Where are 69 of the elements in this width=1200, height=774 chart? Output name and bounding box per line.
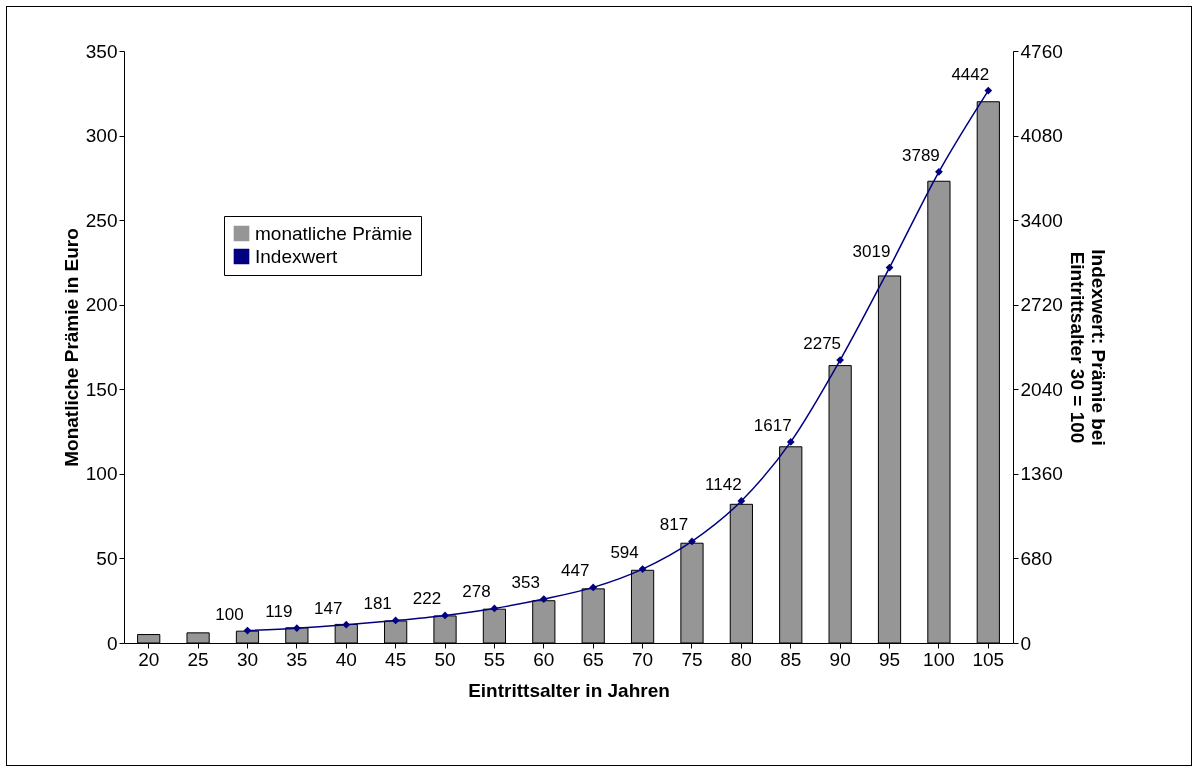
x-tick-label: 70 xyxy=(632,648,654,670)
y-tick-label: 250 xyxy=(85,209,118,231)
y2-tick-label: 4760 xyxy=(1020,40,1063,62)
point xyxy=(391,616,400,625)
x-tick-label: 55 xyxy=(483,648,505,670)
legend-label: Indexwert xyxy=(255,245,339,267)
data-label: 353 xyxy=(511,573,540,593)
point xyxy=(342,620,351,629)
data-label: 1617 xyxy=(753,415,792,435)
x-tick-label: 20 xyxy=(138,648,160,670)
x-tick-label: 75 xyxy=(681,648,703,670)
x-tick-label: 45 xyxy=(385,648,407,670)
x-tick-label: 30 xyxy=(236,648,259,670)
point xyxy=(441,611,449,620)
x-tick-label: 90 xyxy=(829,648,851,670)
x-tick-label: 100 xyxy=(923,648,955,670)
data-label: 4442 xyxy=(951,64,990,84)
x-tick-label: 40 xyxy=(335,648,357,670)
data-label: 278 xyxy=(462,582,491,602)
y2-tick-label: 0 xyxy=(1020,632,1032,654)
point xyxy=(688,537,696,546)
y-tick-label: 350 xyxy=(85,40,118,62)
y-tick-label: 0 xyxy=(106,632,118,654)
y2-axis-title: Indexwert: Prämie bei Eintrittsalter 30 = 100 xyxy=(1066,249,1109,446)
y-tick-label: 300 xyxy=(85,125,118,147)
data-label: 119 xyxy=(265,602,293,622)
data-label: 222 xyxy=(412,589,442,609)
point xyxy=(836,356,845,364)
point xyxy=(589,583,598,592)
point xyxy=(984,86,993,95)
point xyxy=(490,604,499,613)
data-label: 2275 xyxy=(803,334,842,354)
y-tick-label: 100 xyxy=(85,463,118,485)
point xyxy=(638,565,647,573)
y-tick-label: 150 xyxy=(85,378,118,400)
y-tick-label: 50 xyxy=(96,547,118,569)
y2-tick-label: 4080 xyxy=(1020,125,1063,147)
point xyxy=(935,167,943,176)
data-label: 100 xyxy=(215,604,244,624)
legend-label: monatliche Prämie xyxy=(255,222,413,244)
y2-tick-label: 1360 xyxy=(1020,463,1063,485)
y2-tick-label: 680 xyxy=(1020,547,1053,569)
x-tick-label: 50 xyxy=(434,648,456,670)
point xyxy=(292,624,301,633)
x-tick-label: 85 xyxy=(780,648,802,670)
data-label: 447 xyxy=(561,561,590,581)
x-tick-label: 25 xyxy=(187,648,209,670)
y-tick-label: 200 xyxy=(85,294,118,316)
y-axis-title: Monatliche Prämie in Euro xyxy=(60,228,82,467)
data-label: 594 xyxy=(610,543,639,563)
data-label: 3789 xyxy=(902,145,940,165)
x-tick-label: 65 xyxy=(582,648,604,670)
data-label: 817 xyxy=(659,515,689,535)
data-label: 181 xyxy=(363,594,392,614)
x-tick-label: 35 xyxy=(286,648,308,670)
point xyxy=(539,595,548,603)
x-tick-label: 80 xyxy=(730,648,752,670)
y2-tick-label: 3400 xyxy=(1020,209,1063,231)
x-tick-label: 95 xyxy=(878,648,901,670)
data-label: 147 xyxy=(314,598,343,618)
y2-tick-label: 2040 xyxy=(1020,378,1063,400)
x-axis-title: Eintrittsalter in Jahren xyxy=(468,679,670,701)
x-tick-label: 60 xyxy=(533,648,555,670)
x-tick-label: 105 xyxy=(972,648,1005,670)
y2-tick-label: 2720 xyxy=(1020,294,1063,316)
data-label: 3019 xyxy=(852,241,891,261)
point xyxy=(786,438,795,446)
data-label: 1142 xyxy=(705,474,742,494)
point xyxy=(737,497,746,505)
